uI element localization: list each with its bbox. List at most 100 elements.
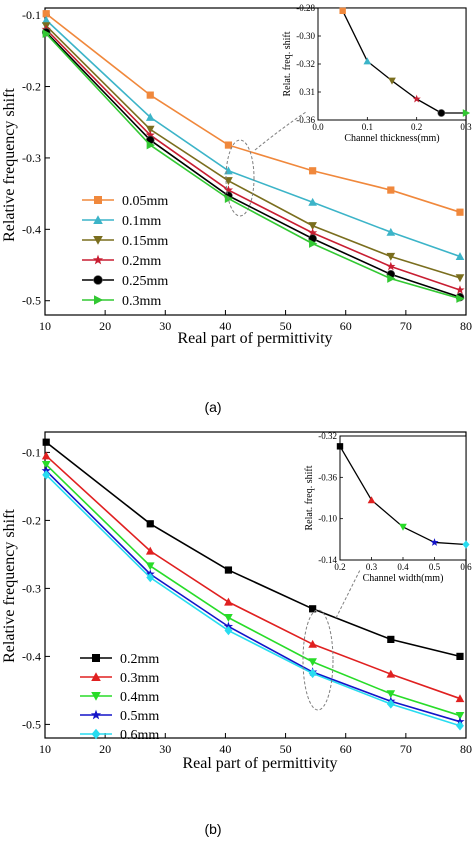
legend-marker (93, 275, 103, 285)
y-tick-label: -0.2 (22, 513, 41, 527)
data-point (145, 112, 155, 121)
series-line (45, 28, 461, 291)
panel-label: (b) (204, 821, 221, 837)
x-tick-label: 20 (99, 742, 111, 756)
series-line (45, 25, 461, 279)
legend-marker (90, 709, 102, 720)
y-tick-label: -0.3 (22, 151, 41, 165)
x-tick-label: 80 (460, 319, 472, 333)
data-point (308, 228, 318, 237)
data-point (308, 658, 317, 667)
inset-y-tick-label: -0.14 (318, 555, 337, 565)
series-line (45, 441, 461, 658)
series-line (45, 474, 461, 727)
series-line (45, 464, 461, 717)
data-point (224, 141, 233, 149)
data-point (386, 669, 396, 678)
inset-x-axis-title: Channel thickness(mm) (344, 133, 439, 144)
inset-line-segment (342, 10, 368, 62)
legend-marker (94, 295, 104, 305)
panel-label: (a) (204, 399, 221, 415)
data-point (456, 294, 465, 303)
x-tick-label: 20 (99, 319, 111, 333)
data-point (455, 694, 465, 703)
data-point (455, 252, 465, 261)
x-tick-label: 60 (340, 742, 352, 756)
inset-x-tick-label: 0.3 (366, 562, 378, 572)
inset-data-point (399, 523, 407, 531)
inset-y-tick-label: -0.28 (296, 3, 315, 13)
inset-x-axis-title: Channel width(mm) (363, 573, 444, 584)
data-point (224, 166, 233, 175)
inset-y-tick-label: -0.36 (296, 115, 315, 125)
inset-data-point (388, 77, 396, 85)
data-point (309, 605, 317, 613)
legend-label: 0.3mm (122, 294, 161, 309)
data-point (146, 572, 155, 583)
inset-data-point (339, 7, 346, 14)
inset-y-tick-label: -0.10 (318, 514, 337, 524)
data-point (386, 261, 396, 271)
legend-marker (92, 254, 104, 265)
legend-label: 0.15mm (122, 234, 168, 249)
inset-data-point (363, 57, 372, 65)
x-tick-label: 40 (219, 742, 231, 756)
x-tick-label: 60 (340, 319, 352, 333)
data-point (309, 167, 317, 175)
data-point (386, 690, 396, 699)
inset-y-tick-label: -0.32 (318, 431, 337, 441)
data-point (224, 597, 233, 606)
callout-arrow (254, 111, 307, 151)
highlight-ellipse (302, 609, 334, 711)
inset-frame (339, 435, 467, 561)
x-axis-title: Real part of permittivity (182, 755, 337, 772)
inset-data-point (412, 94, 421, 103)
data-point (145, 562, 155, 571)
legend-marker (91, 692, 101, 701)
data-point (386, 227, 396, 236)
inset-y-tick-label: 0.31 (299, 87, 315, 97)
x-tick-label: 80 (460, 742, 472, 756)
data-point (146, 520, 154, 528)
legend-label: 0.25mm (122, 274, 168, 289)
data-point (308, 197, 317, 206)
legend-label: 0.2mm (120, 652, 159, 667)
chart-panel-b: 10 20 30 40 50 60 70 80 -0.1 -0.2 -0.3 -0.4 -0.5 Real… (1, 431, 472, 837)
inset-line-segment (339, 446, 373, 501)
y-tick-label: -0.4 (22, 649, 41, 663)
chart-panel-a: 10 20 30 40 50 60 70 80 -0.1 -0.2 -0.3 -0.4 -0.5 Real… (1, 3, 472, 415)
inset-x-tick-label: 0.6 (460, 562, 472, 572)
data-point (41, 451, 51, 460)
data-point (224, 566, 233, 574)
y-tick-label: -0.1 (22, 445, 41, 459)
inset-data-point (437, 109, 446, 117)
data-point (42, 470, 51, 480)
inset-line-segment (434, 541, 467, 546)
legend-label: 0.5mm (120, 709, 159, 724)
inset-y-axis-title: Relat. freq. shift (282, 31, 293, 96)
data-point (224, 614, 233, 622)
inset-line-segment (402, 526, 435, 544)
data-point (387, 186, 395, 194)
inset-line-segment (371, 499, 404, 528)
y-axis-title: Relative frequency shift (1, 88, 18, 242)
inset-y-tick-label: -0.32 (296, 59, 315, 69)
data-point (41, 461, 51, 469)
series-line (45, 470, 461, 723)
callout-arrow (335, 569, 361, 619)
inset-data-point (462, 540, 470, 549)
y-tick-label: -0.3 (22, 581, 41, 595)
y-tick-label: -0.2 (22, 80, 41, 94)
inset-data-point (336, 443, 344, 450)
data-point (456, 208, 464, 216)
inset-x-tick-label: 0.2 (334, 562, 345, 572)
data-point (386, 252, 396, 261)
x-tick-label: 10 (39, 742, 51, 756)
data-point (386, 699, 395, 709)
y-tick-label: -0.5 (22, 717, 41, 731)
inset-x-tick-label: 0.1 (362, 122, 373, 132)
data-point (455, 285, 465, 294)
x-tick-label: 10 (39, 319, 51, 333)
inset-frame (317, 7, 467, 121)
